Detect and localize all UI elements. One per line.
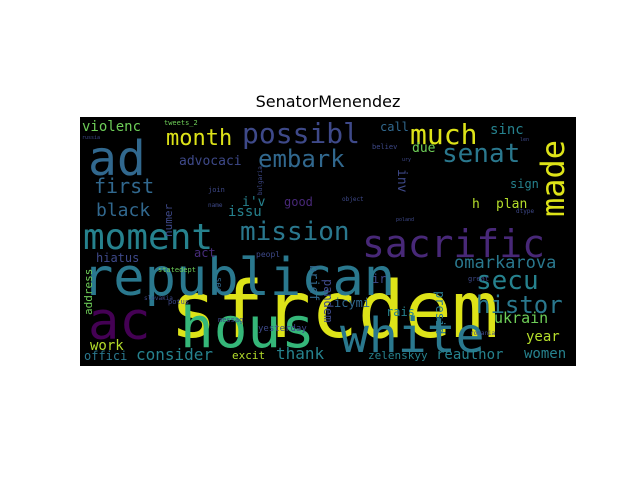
- word-sacrific: sacrific: [362, 222, 545, 266]
- word-excit: excit: [232, 349, 265, 362]
- word-first: first: [94, 174, 154, 198]
- word-senat: senat: [442, 139, 520, 169]
- word-h: h: [472, 197, 480, 212]
- word-sinc: sinc: [490, 122, 524, 138]
- word-plan: plan: [496, 197, 527, 212]
- word-made: made: [534, 140, 572, 217]
- word-hiatus: hiatus: [96, 251, 139, 265]
- cloud-background: [80, 117, 576, 366]
- word-sign: sign: [510, 177, 539, 191]
- word-black: black: [96, 200, 150, 221]
- word-dtype: dtype: [516, 208, 534, 215]
- word-len: len: [520, 137, 529, 143]
- word-thank: thank: [276, 344, 325, 363]
- word-inv: inv: [394, 169, 409, 193]
- word-possibl: possibl: [242, 117, 360, 150]
- word-good: good: [284, 195, 313, 209]
- word-i-v: i'v: [242, 195, 266, 210]
- word-believ: believ: [372, 143, 397, 151]
- word-violenc: violenc: [82, 119, 141, 135]
- word-omarkarova: omarkarova: [454, 253, 556, 273]
- word-moment: moment: [83, 217, 213, 258]
- word-name: name: [208, 202, 223, 209]
- word-presid: presid: [433, 291, 447, 334]
- word-act: act: [194, 246, 216, 260]
- word-address: address: [82, 269, 95, 315]
- word-issu: issu: [228, 204, 262, 220]
- word-ury: ury: [402, 157, 411, 163]
- word-russia: russia: [82, 135, 100, 141]
- word-brief: brief: [307, 265, 321, 301]
- word-potus: potus: [168, 298, 189, 306]
- word-white: white: [340, 308, 485, 364]
- word-object: object: [342, 196, 364, 203]
- word-call: call: [380, 120, 409, 134]
- word-bulgaria: bulgaria: [257, 166, 264, 195]
- word-histor: histor: [476, 291, 563, 319]
- word-mission: mission: [240, 217, 350, 247]
- word-secu: secu: [476, 266, 539, 296]
- word-women: women: [524, 346, 566, 362]
- word-embark: embark: [258, 145, 345, 173]
- word-advocaci: advocaci: [179, 154, 242, 169]
- word-hous: hous: [180, 296, 315, 361]
- word-ukrain: ukrain: [494, 309, 548, 327]
- word-peopl: peopl: [256, 250, 280, 259]
- word-ir: ir: [372, 272, 386, 286]
- word-consider: consider: [136, 345, 213, 364]
- word-ad: ad: [88, 131, 146, 187]
- word-join: join: [208, 186, 225, 194]
- word-zelenskyy: zelenskyy: [368, 349, 428, 362]
- word-due: due: [412, 141, 436, 156]
- word-messag: messag: [218, 316, 243, 324]
- word-year: year: [526, 329, 560, 345]
- word-sfrcdem: sfrcdem: [170, 266, 499, 356]
- word-see: see: [213, 277, 223, 293]
- word-republican: republican: [82, 248, 395, 308]
- word-offici: offici: [84, 349, 127, 363]
- word-work: work: [90, 338, 124, 354]
- word-month: month: [166, 126, 232, 151]
- word-pandem: pandem: [321, 279, 335, 322]
- word-statedept: statedept: [158, 266, 196, 274]
- word-slovakia: slovakia: [144, 295, 173, 302]
- word-ac: ac: [88, 292, 151, 352]
- word-reauthor: reauthor: [436, 347, 503, 363]
- word-poland: poland: [396, 217, 414, 223]
- word-romania: romania: [470, 330, 496, 337]
- word-rais: rais: [386, 305, 415, 319]
- word-much: much: [410, 118, 477, 151]
- word-great: great: [468, 275, 489, 283]
- word-yesterday: yesterday: [258, 324, 307, 334]
- word-numer: numer: [162, 204, 175, 237]
- chart-title: SenatorMenendez: [255, 92, 401, 111]
- word-tweets-2: tweets_2: [164, 119, 198, 127]
- word-icymi: icymi: [334, 296, 370, 310]
